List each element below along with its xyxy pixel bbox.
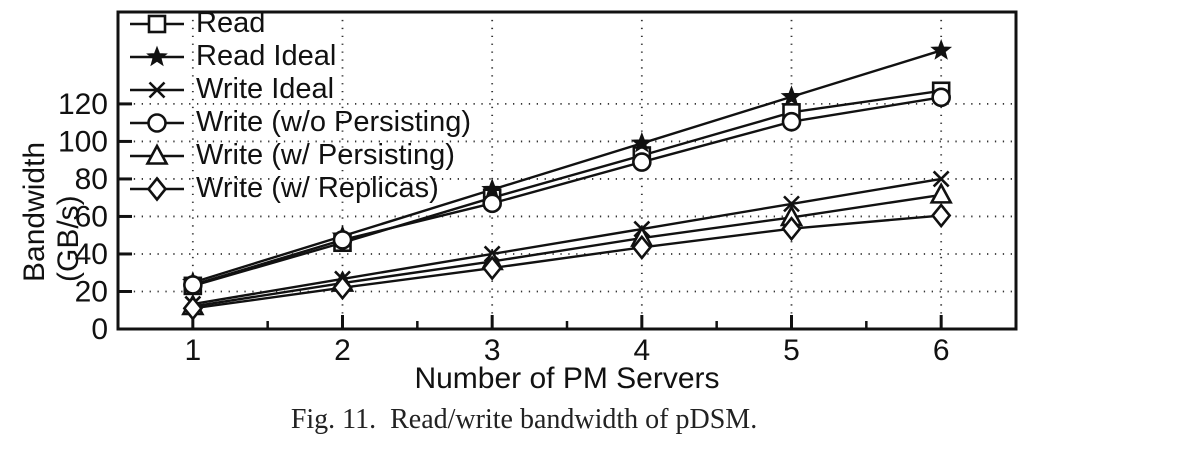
legend-marker-diamond-icon	[130, 175, 184, 202]
x-tick-label: 1	[184, 334, 201, 367]
series-line-x	[192, 177, 942, 306]
series-line-square	[192, 89, 942, 288]
circle-marker-icon	[781, 111, 802, 132]
diamond-marker-icon	[781, 216, 802, 242]
circle-marker-icon	[931, 87, 951, 108]
legend-marker-circle-icon	[130, 112, 184, 133]
circle-marker-icon	[332, 230, 353, 250]
x-tick-label: 6	[933, 334, 950, 367]
triangle-marker-icon	[929, 182, 953, 204]
diamond-marker-icon	[631, 234, 653, 260]
diamond-marker-icon	[930, 202, 952, 229]
legend-marker-star-icon	[130, 45, 184, 66]
y-axis-label: Bandwidth (GB/s)	[18, 141, 85, 282]
x-axis-label: Number of PM Servers	[414, 362, 720, 395]
x-tick-label: 5	[783, 334, 800, 367]
legend-label: Read Ideal	[196, 40, 337, 72]
legend-item: Write (w/ Persisting)	[129, 139, 471, 172]
series-line-star	[192, 49, 942, 284]
figure-caption: Fig. 11. Read/write bandwidth of pDSM.	[290, 404, 758, 435]
legend-item: Write Ideal	[129, 73, 471, 106]
legend-marker-square-icon	[130, 14, 184, 33]
y-tick-label: 40	[75, 238, 108, 271]
series-line-diamond	[192, 214, 942, 310]
legend-label: Write Ideal	[196, 73, 335, 105]
y-tick-label: 20	[75, 275, 108, 308]
diamond-marker-icon	[182, 295, 204, 321]
x-tick-label: 4	[633, 334, 650, 367]
circle-marker-icon	[632, 152, 652, 172]
diamond-marker-icon	[332, 275, 353, 301]
legend-item: Read Ideal	[129, 40, 471, 73]
star-marker-icon	[930, 39, 953, 60]
legend-label: Write (w/ Persisting)	[196, 139, 455, 171]
x-tick-label: 2	[334, 334, 351, 367]
legend-label: Read	[196, 7, 266, 39]
circle-marker-icon	[183, 275, 203, 295]
y-tick-label: 120	[58, 88, 108, 121]
series-markers-circle	[183, 87, 951, 295]
legend-marker-triangle-icon	[130, 142, 184, 165]
series-line-circle	[192, 96, 942, 287]
legend-label: Write (w/ Replicas)	[196, 172, 439, 204]
series-markers-diamond	[182, 202, 952, 321]
legend-item: Read	[129, 7, 471, 40]
legend-label: Write (w/o Persisting)	[196, 106, 472, 138]
legend-item: Write (w/o Persisting)	[129, 106, 471, 139]
legend: Read Read Ideal Write Ideal Write (w/o Pers…	[129, 7, 471, 205]
x-marker-icon	[932, 170, 950, 188]
star-marker-icon	[630, 131, 653, 153]
diamond-marker-icon	[481, 255, 503, 281]
series-line-triangle	[192, 193, 942, 308]
legend-marker-x-icon	[130, 81, 184, 98]
x-tick-label: 3	[484, 334, 501, 367]
y-tick-label: 100	[58, 125, 108, 158]
star-marker-icon	[780, 85, 803, 107]
y-tick-label: 60	[75, 200, 108, 233]
x-marker-icon	[783, 195, 800, 213]
y-tick-label: 0	[91, 313, 108, 346]
legend-item: Write (w/ Replicas)	[129, 172, 471, 205]
circle-marker-icon	[482, 193, 502, 214]
y-tick-label: 80	[75, 163, 108, 196]
